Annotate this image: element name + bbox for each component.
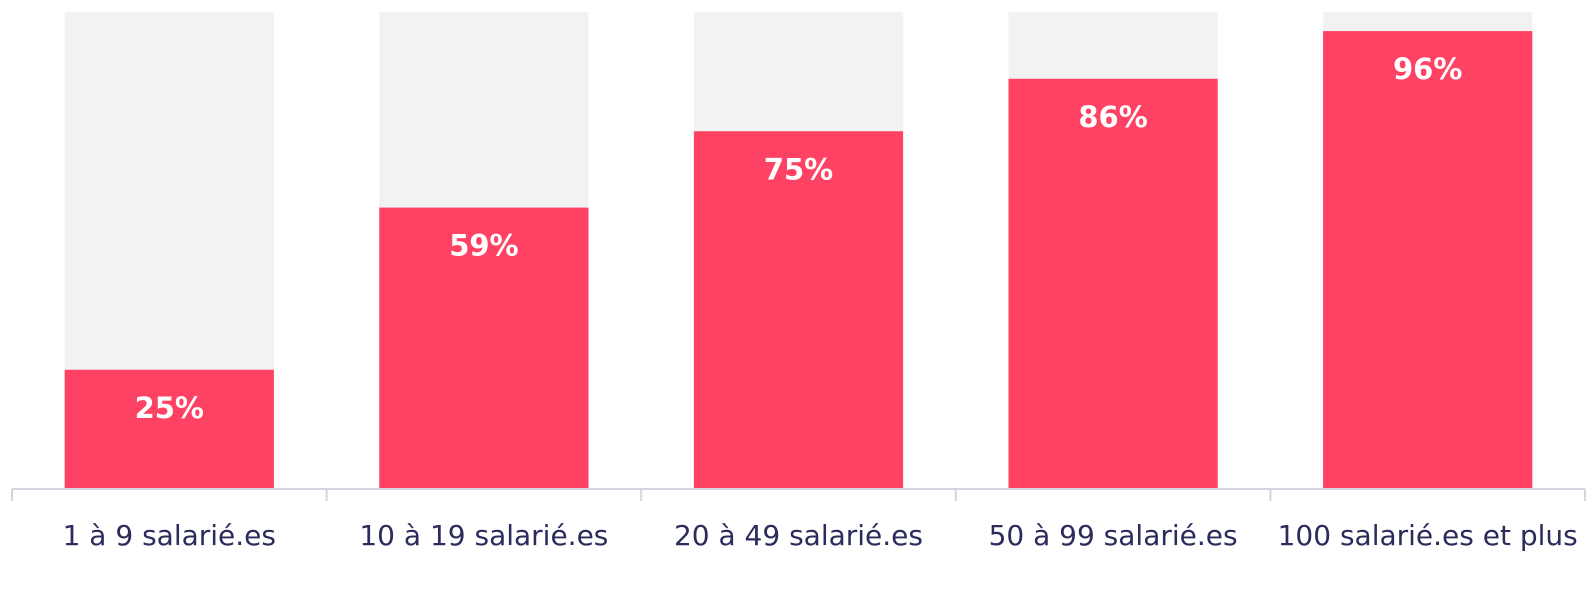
x-tick-label: 20 à 49 salarié.es bbox=[673, 519, 923, 552]
value-label: 96% bbox=[1393, 52, 1462, 86]
value-label: 86% bbox=[1078, 100, 1147, 134]
bar bbox=[1008, 78, 1218, 489]
bar bbox=[64, 369, 274, 489]
bar bbox=[1323, 31, 1533, 490]
bar bbox=[693, 131, 904, 489]
value-label: 25% bbox=[135, 391, 204, 425]
x-tick-label: 100 salarié.es et plus bbox=[1277, 519, 1578, 552]
x-tick-label: 10 à 19 salarié.es bbox=[359, 519, 609, 552]
x-tick-label: 50 à 99 salarié.es bbox=[988, 519, 1238, 552]
x-tick-label: 1 à 9 salarié.es bbox=[62, 519, 276, 552]
bar bbox=[379, 207, 589, 489]
value-label: 59% bbox=[449, 229, 518, 263]
value-label: 75% bbox=[764, 152, 833, 186]
